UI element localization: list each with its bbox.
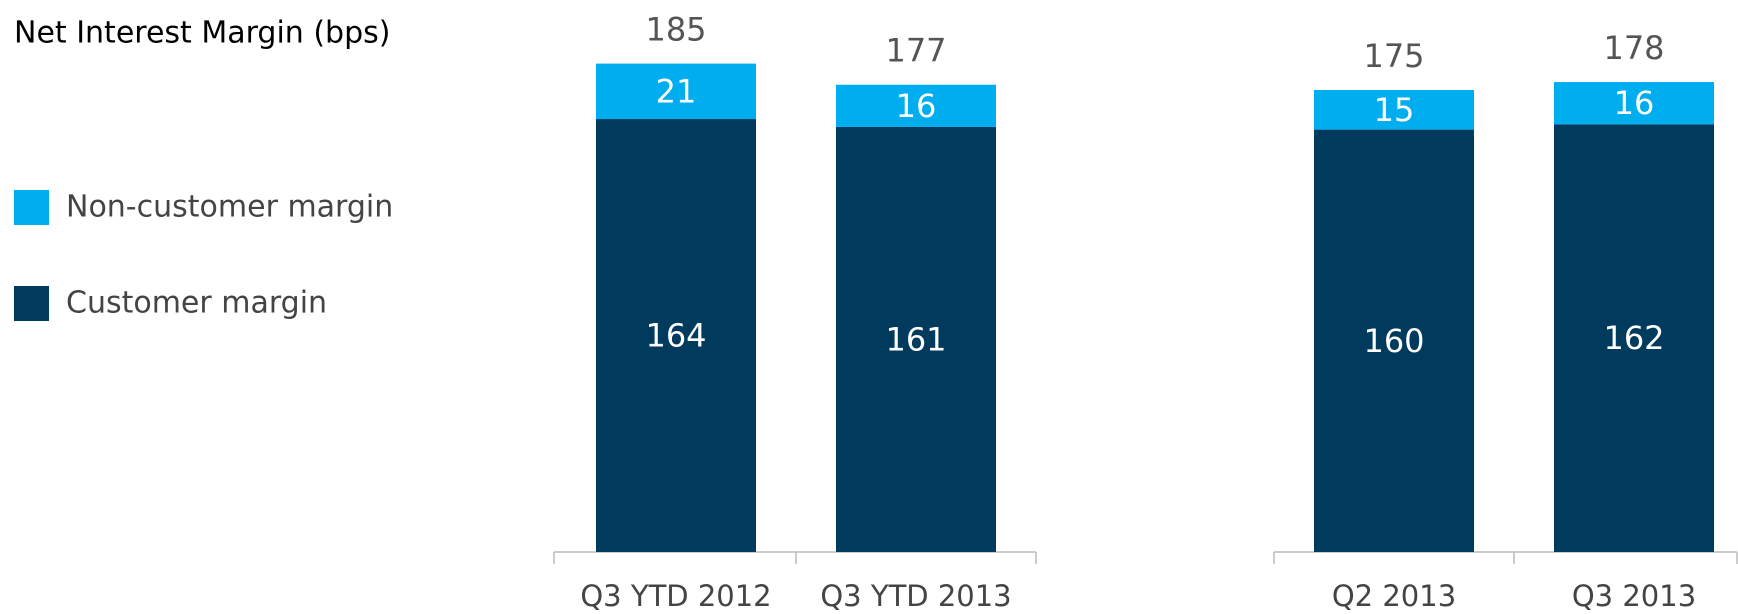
bar-segment: [1554, 82, 1714, 125]
segment-label: 164: [645, 317, 706, 355]
segment-label: 21: [656, 72, 697, 110]
segment-label: 15: [1374, 91, 1415, 129]
bar-segment: [1314, 129, 1474, 552]
segment-label: 16: [1614, 84, 1655, 122]
segment-label: 162: [1603, 319, 1664, 357]
total-label: 177: [885, 32, 946, 70]
x-tick-label: Q3 2013: [1572, 579, 1696, 613]
bar-segment: [596, 63, 756, 120]
segment-label: 160: [1363, 322, 1424, 360]
bar-segment: [596, 119, 756, 552]
x-tick-label: Q2 2013: [1332, 579, 1456, 613]
x-tick-label: Q3 YTD 2012: [580, 579, 771, 613]
total-label: 178: [1603, 29, 1664, 67]
x-tick-label: Q3 YTD 2013: [820, 579, 1011, 613]
bar-segment: [1314, 90, 1474, 130]
bar-segment: [836, 126, 996, 553]
legend-swatch: [14, 190, 49, 225]
legend-swatch: [14, 286, 49, 321]
bar-segment: [836, 84, 996, 127]
total-label: 185: [645, 11, 706, 49]
bar-segment: [1554, 124, 1714, 552]
legend-label: Non-customer margin: [66, 190, 393, 225]
segment-label: 161: [885, 320, 946, 358]
chart-title: Net Interest Margin (bps): [14, 16, 390, 51]
segment-label: 16: [896, 87, 937, 125]
total-label: 175: [1363, 37, 1424, 75]
legend-label: Customer margin: [66, 286, 327, 321]
